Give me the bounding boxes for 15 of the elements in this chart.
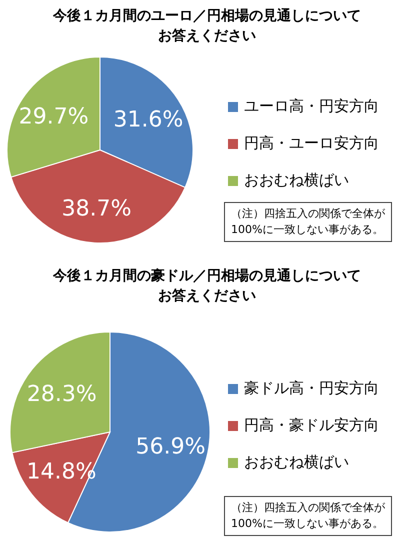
legend-label: 豪ドル高・円安方向 — [244, 379, 379, 398]
text: （注）四捨五入の関係で全体が 100%に一致しない事がある。 — [224, 202, 392, 242]
legend-label: 円高・豪ドル安方向 — [244, 416, 379, 435]
legend-label: おおむね横ばい — [244, 171, 349, 190]
legend-label: 円高・ユーロ安方向 — [244, 134, 379, 153]
chart-title: 今後１カ月間の豪ドル／円相場の見通しについてお答えください — [52, 267, 362, 306]
data-label: 31.6% — [113, 107, 184, 132]
data-label: 56.9% — [136, 434, 206, 460]
text: （注）四捨五入の関係で全体が 100%に一致しない事がある。 — [224, 496, 392, 536]
legend-label: ユーロ高・円安方向 — [244, 97, 379, 116]
data-label: 38.7% — [62, 196, 132, 222]
chart-title: 今後１カ月間のユーロ／円相場の見通しについてお答えください — [52, 7, 362, 46]
legend-label: おおむね横ばい — [244, 453, 349, 472]
data-label: 28.3% — [26, 382, 97, 407]
data-label: 29.7% — [18, 104, 89, 130]
